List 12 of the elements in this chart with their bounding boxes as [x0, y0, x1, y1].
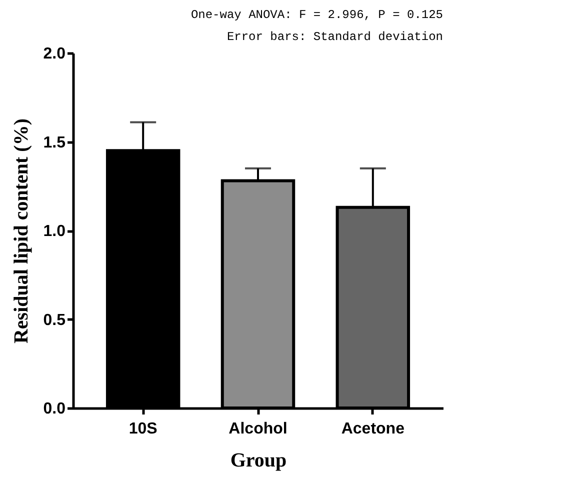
y-tick-label: 1.0 — [43, 223, 66, 240]
y-tick-label: 2.0 — [43, 46, 66, 62]
text: One-way ANOVA: F = 2.996, P = 0.125 — [190, 8, 443, 22]
y-tick-label: 0.5 — [43, 312, 66, 329]
y-tick-label: 1.5 — [43, 134, 66, 152]
y-axis-title: Residual lipid content (%) — [10, 118, 32, 344]
text: Error bars: Standard deviation — [226, 30, 443, 44]
x-axis-title: Group — [230, 450, 287, 472]
x-tick-label: Acetone — [341, 420, 405, 438]
x-tick-label: 10S — [128, 420, 158, 438]
y-tick-label: 0.0 — [43, 400, 66, 418]
x-tick-label: Alcohol — [228, 420, 288, 438]
